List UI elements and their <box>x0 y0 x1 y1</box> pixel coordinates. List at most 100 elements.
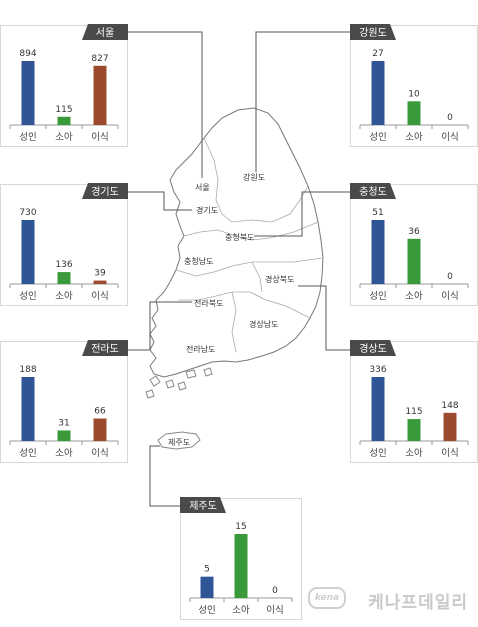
watermark-text: 케나프데일리 <box>368 593 468 613</box>
data-label: 115 <box>405 407 422 417</box>
bar <box>21 220 35 284</box>
category-label: 이식 <box>441 132 458 143</box>
data-label: 894 <box>19 49 36 59</box>
bar <box>93 418 107 441</box>
data-label: 27 <box>372 49 383 59</box>
category-label: 소아 <box>55 132 73 143</box>
connector-gyeonggi <box>128 191 192 211</box>
data-label: 66 <box>94 407 106 417</box>
connector-chungcheong <box>254 191 350 237</box>
panel-header-tab <box>350 340 396 356</box>
bar <box>21 61 35 125</box>
bar <box>234 534 248 598</box>
bar <box>371 61 385 125</box>
category-label: 이식 <box>441 291 458 302</box>
category-label: 성인 <box>369 132 386 143</box>
panel-header-tab <box>82 340 128 356</box>
category-label: 성인 <box>198 605 215 616</box>
data-label: 15 <box>235 522 246 532</box>
bar <box>93 65 107 125</box>
data-label: 39 <box>94 269 106 279</box>
bar <box>93 280 107 284</box>
category-label: 이식 <box>91 132 108 143</box>
panel-title: 전라도 <box>91 343 119 355</box>
bar <box>443 412 457 441</box>
panel-header-tab <box>82 183 128 199</box>
chart-panel: 경상도 336 성인 115 소아 148 이식 <box>350 340 478 463</box>
map-label-jeju: 제주도 <box>168 438 190 447</box>
data-label: 0 <box>447 113 453 123</box>
chart-panels: 서울894성인115소아827이식강원도27성인10소아0이식경기도730성인1… <box>0 24 478 620</box>
data-label: 115 <box>55 105 72 115</box>
connector-gyeongsang <box>298 285 350 351</box>
panel-frame <box>350 25 478 147</box>
category-label: 성인 <box>369 448 386 459</box>
map-label-jeonbuk: 전라북도 <box>194 298 223 308</box>
connector-seoul <box>128 31 203 178</box>
chart-panel: 제주도 5 성인 15 소아 0 이식 <box>180 497 302 620</box>
map-label-chungnam: 충청남도 <box>184 257 213 266</box>
category-label: 이식 <box>91 291 108 302</box>
jeju-island <box>157 431 201 450</box>
panel-frame <box>0 341 128 463</box>
panel-title: 경기도 <box>91 185 119 198</box>
category-label: 성인 <box>369 291 386 302</box>
chart-panel: 강원도 27 성인 10 소아 0 이식 <box>350 24 478 147</box>
bar <box>371 377 385 441</box>
map-label-chungbuk: 충청북도 <box>225 233 254 242</box>
data-label: 10 <box>408 89 420 99</box>
data-label: 31 <box>58 418 69 428</box>
data-label: 0 <box>272 586 278 596</box>
map-label-gyeonggi: 경기도 <box>196 205 218 215</box>
chart-panel: 경기도 730 성인 136 소아 39 이식 <box>0 183 128 306</box>
data-label: 0 <box>447 272 453 282</box>
category-label: 소아 <box>55 448 73 459</box>
bar <box>407 101 421 125</box>
bar <box>407 238 421 284</box>
map-labels: 서울 경기도 강원도 충청북도 충청남도 경상북도 전라북도 경상남도 전라남도… <box>168 172 294 447</box>
bar <box>407 419 421 441</box>
map-label-seoul: 서울 <box>195 183 210 192</box>
panel-header-tab <box>180 497 226 513</box>
bar <box>57 430 71 441</box>
panel-header-tab <box>350 24 396 40</box>
map-label-gyeongnam: 경상남도 <box>249 319 278 329</box>
map-label-gyeongbuk: 경상북도 <box>265 274 294 284</box>
category-label: 이식 <box>91 448 108 459</box>
category-label: 이식 <box>441 448 458 459</box>
bar <box>200 576 214 598</box>
panel-title: 경상도 <box>359 342 387 355</box>
panel-header-tab <box>82 24 128 40</box>
map-label-gangwon: 강원도 <box>243 172 265 182</box>
chart-panel: 전라도 188 성인 31 소아 66 이식 <box>0 340 128 463</box>
bar <box>371 220 385 284</box>
chart-panel: 충청도 51 성인 36 소아 0 이식 <box>350 183 478 306</box>
data-label: 188 <box>19 365 36 375</box>
data-label: 148 <box>441 401 458 411</box>
islands <box>145 367 213 450</box>
bar <box>57 272 71 284</box>
province-borders <box>175 137 323 353</box>
panel-title: 서울 <box>96 27 114 39</box>
category-label: 소아 <box>232 605 250 616</box>
category-label: 성인 <box>19 291 36 302</box>
bar <box>21 377 35 441</box>
category-label: 성인 <box>19 448 36 459</box>
data-label: 5 <box>204 565 210 575</box>
data-label: 136 <box>55 260 72 270</box>
connector-jeju <box>149 445 180 507</box>
connector-jeolla <box>128 301 192 351</box>
panel-frame <box>0 25 128 147</box>
category-label: 소아 <box>55 291 73 302</box>
data-label: 36 <box>408 227 420 237</box>
category-label: 소아 <box>405 448 423 459</box>
data-label: 51 <box>372 208 383 218</box>
category-label: 이식 <box>266 605 283 616</box>
mainland-outline <box>149 107 324 378</box>
watermark-logo: kena <box>308 587 346 609</box>
data-label: 827 <box>91 54 108 64</box>
map-label-jeonnam: 전라남도 <box>186 344 215 354</box>
data-label: 730 <box>19 208 36 218</box>
connector-lines <box>128 31 350 507</box>
